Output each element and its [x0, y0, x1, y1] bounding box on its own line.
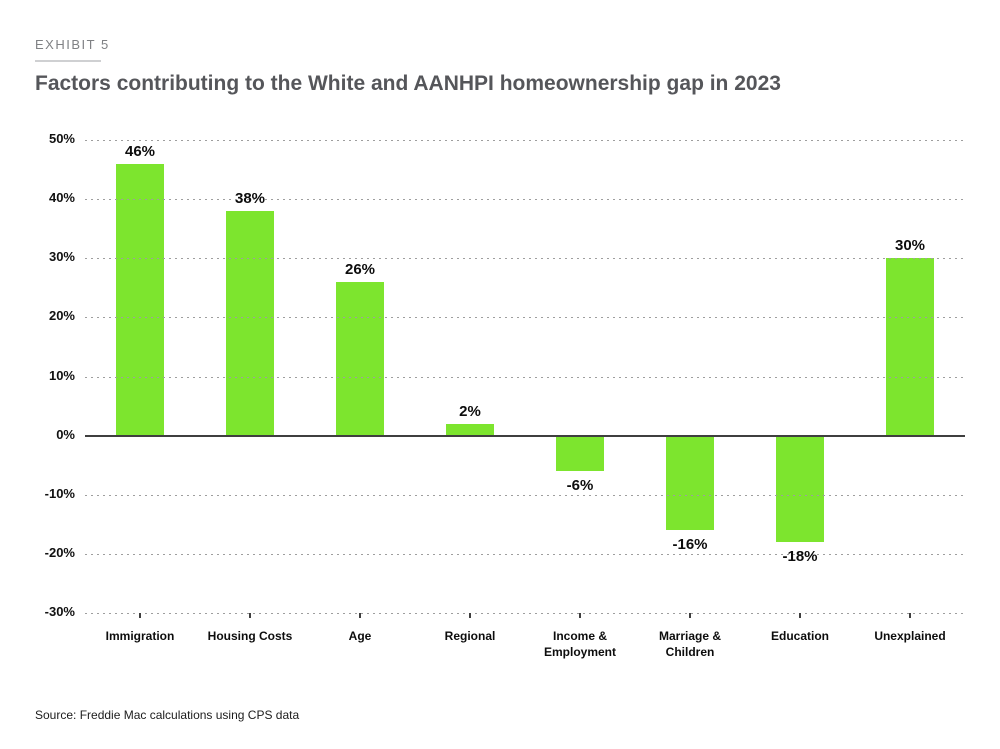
gridline-30pct [85, 258, 965, 260]
y-axis-label-30pct: 30% [48, 249, 75, 265]
y-axis-label--30pct: -30% [44, 604, 75, 619]
bar-immigration [116, 163, 164, 436]
x-axis-tick-regional [469, 613, 471, 618]
y-axis-label-50pct: 50% [48, 131, 75, 146]
gridline--20pct [85, 553, 965, 555]
gridline-10pct [85, 376, 965, 378]
x-axis-label-unexplained: Unexplained [874, 629, 946, 643]
x-axis-tick-unexplained [909, 613, 911, 618]
x-axis-label-housing-costs: Housing Costs [207, 629, 293, 643]
gridline--10pct [85, 494, 965, 496]
value-label-immigration: 46% [124, 142, 156, 160]
x-axis-tick-immigration [139, 613, 141, 618]
x-axis-tick-education [799, 613, 801, 618]
y-axis-label--20pct: -20% [44, 544, 75, 560]
value-label-income-employment: -6% [566, 477, 594, 495]
x-axis-tick-marriage-children [689, 613, 691, 618]
exhibit-underline [35, 60, 101, 62]
chart-title: Factors contributing to the White and AA… [35, 72, 781, 95]
zero-axis-line [85, 434, 965, 437]
x-axis-label-age: Age [348, 629, 372, 643]
x-axis-tick-housing-costs [249, 613, 251, 618]
bar-unexplained [886, 258, 934, 436]
bar-housing-costs [226, 210, 274, 436]
y-axis-label-0pct: 0% [56, 426, 75, 442]
x-axis-label-immigration: Immigration [105, 629, 175, 643]
value-label-housing-costs: 38% [234, 189, 266, 207]
bar-age [336, 281, 384, 436]
bar-chart-plot-area: 50% 40% 30% 20% 10% 0% -10% -20% -30% 46% Immigrat… [45, 131, 965, 659]
bar-marriage-children [666, 435, 714, 531]
gridline-40pct [85, 199, 965, 201]
y-axis-label-20pct: 20% [48, 308, 75, 324]
bar-income-employment [556, 435, 604, 472]
value-label-marriage-children: -16% [672, 536, 708, 554]
gridline--30pct [85, 613, 965, 614]
value-label-age: 26% [344, 260, 376, 278]
x-axis-label-marriage-children: Marriage & Children [658, 629, 722, 659]
x-axis-tick-income-employment [579, 613, 581, 618]
value-label-education: -18% [782, 548, 818, 566]
y-axis-label-40pct: 40% [48, 190, 75, 206]
gridline-20pct [85, 317, 965, 319]
gridline-50pct [85, 140, 965, 141]
x-axis-label-income-employment: Income & Employment [543, 629, 616, 659]
x-axis-tick-age [359, 613, 361, 618]
value-label-regional: 2% [459, 402, 481, 420]
bar-regional [446, 423, 494, 436]
x-axis-label-regional: Regional [444, 629, 496, 643]
y-axis-label--10pct: -10% [44, 485, 75, 501]
exhibit-label: EXHIBIT 5 [35, 37, 110, 52]
x-axis-label-education: Education [770, 629, 829, 643]
y-axis-label-10pct: 10% [48, 367, 75, 383]
value-label-unexplained: 30% [894, 237, 926, 255]
source-note: Source: Freddie Mac calculations using C… [35, 708, 300, 722]
bar-education [776, 435, 824, 543]
